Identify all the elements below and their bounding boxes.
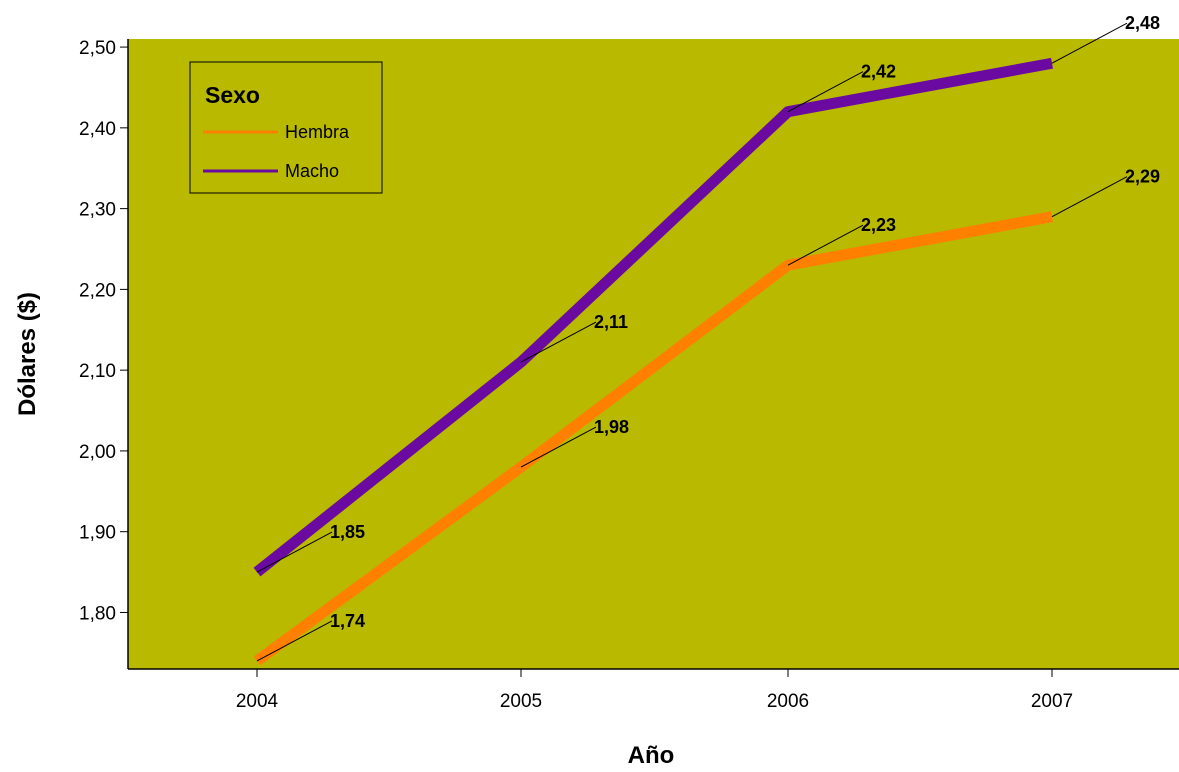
y-tick-label: 2,50 xyxy=(79,38,116,59)
series-line-macho xyxy=(253,57,1053,577)
data-label-leader xyxy=(520,321,597,363)
data-label: 2,11 xyxy=(594,312,628,332)
data-label: 2,42 xyxy=(861,62,896,82)
data-label-leader xyxy=(1051,176,1128,218)
data-label: 2,23 xyxy=(861,215,896,235)
data-label-leader xyxy=(787,71,864,113)
legend-box xyxy=(189,61,383,194)
data-label: 1,85 xyxy=(330,522,365,542)
y-axis-title: Dólares ($) xyxy=(14,292,41,416)
y-tick-label: 2,10 xyxy=(79,361,116,382)
legend-title: Sexo xyxy=(205,82,260,108)
data-label-leader xyxy=(787,224,864,266)
y-tick-label: 2,30 xyxy=(79,200,116,221)
data-label-leader xyxy=(1051,22,1128,64)
legend-label-macho: Macho xyxy=(285,161,339,181)
data-label: 1,98 xyxy=(594,417,629,437)
chart-marks: 1,74 1,98 2,23 2,29 1,85 2,11 2,42 2,48 xyxy=(253,13,1160,666)
y-tick-label: 2,40 xyxy=(79,119,116,140)
data-label-leader xyxy=(256,620,333,662)
series-line-hembra xyxy=(253,211,1053,666)
data-label: 1,74 xyxy=(330,611,365,631)
y-tick-label: 2,00 xyxy=(79,442,116,463)
data-label: 2,48 xyxy=(1125,13,1160,33)
plot-area xyxy=(128,39,1179,669)
data-label-leader xyxy=(256,531,333,573)
legend: Sexo Hembra Macho xyxy=(189,61,383,194)
y-tick-label: 1,90 xyxy=(79,523,116,544)
y-tick-label: 2,20 xyxy=(79,280,116,301)
data-label-leader xyxy=(520,426,597,468)
x-tick-label: 2007 xyxy=(1031,691,1073,712)
x-tick-label: 2004 xyxy=(236,691,279,712)
legend-label-hembra: Hembra xyxy=(285,122,350,142)
data-label: 2,29 xyxy=(1125,167,1160,187)
y-tick-label: 1,80 xyxy=(79,603,116,624)
chart-axes: 1,80 1,90 2,00 2,10 2,20 2,30 2,40 2,50 2004 2005… xyxy=(79,38,1179,712)
x-tick-label: 2006 xyxy=(767,691,809,712)
x-tick-label: 2005 xyxy=(500,691,542,712)
x-axis-title: Año xyxy=(628,742,675,769)
